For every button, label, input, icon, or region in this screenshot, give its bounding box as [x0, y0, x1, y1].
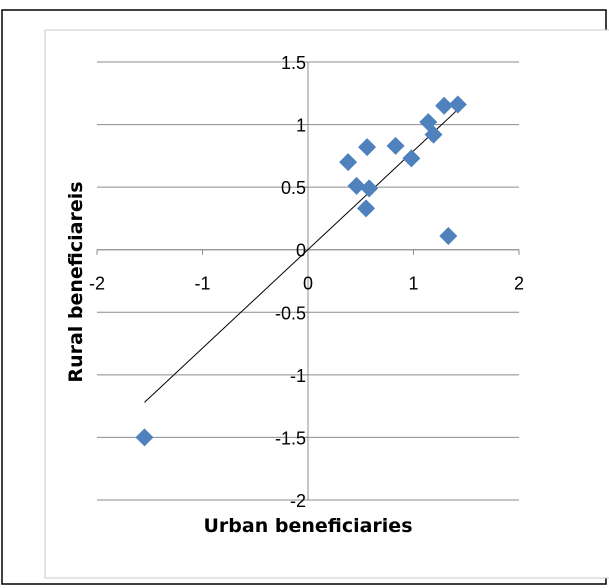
x-tick-label-4: 2: [514, 274, 524, 294]
y-tick-label-6: -1.5: [275, 428, 306, 448]
x-axis-title: Urban beneficiaries: [203, 515, 412, 537]
data-point-7: [402, 149, 421, 168]
data-point-9: [424, 125, 443, 144]
data-point-1: [339, 153, 358, 172]
x-tick-label-1: -1: [194, 274, 210, 294]
data-point-6: [386, 136, 405, 155]
y-axis-title: Rural beneficiareis: [65, 181, 87, 382]
y-tick-label-2: 0.5: [281, 178, 306, 198]
y-tick-label-4: -0.5: [275, 303, 306, 323]
y-tick-label-1: 1: [296, 116, 306, 136]
data-point-12: [439, 226, 458, 245]
chart-area-border: [44, 29, 609, 579]
data-point-5: [360, 179, 379, 198]
data-point-11: [448, 95, 467, 114]
x-tick-label-2: 0: [303, 274, 313, 294]
data-point-0: [135, 428, 154, 447]
y-tick-label-3: 0: [296, 241, 306, 261]
x-tick-label-3: 1: [408, 274, 418, 294]
x-tick-label-0: -2: [89, 274, 105, 294]
tick-labels: -2 -1 0 1 2 1.5 1 0.5 0 -0.5 -1 -1.5 -2: [89, 53, 524, 511]
y-tick-label-7: -2: [290, 491, 306, 511]
y-tick-label-5: -1: [290, 366, 306, 386]
data-point-10: [435, 96, 454, 115]
data-point-2: [347, 176, 366, 195]
data-point-4: [358, 138, 377, 157]
data-point-3: [357, 199, 376, 218]
data-points: [135, 95, 467, 447]
y-tick-label-0: 1.5: [281, 53, 306, 73]
